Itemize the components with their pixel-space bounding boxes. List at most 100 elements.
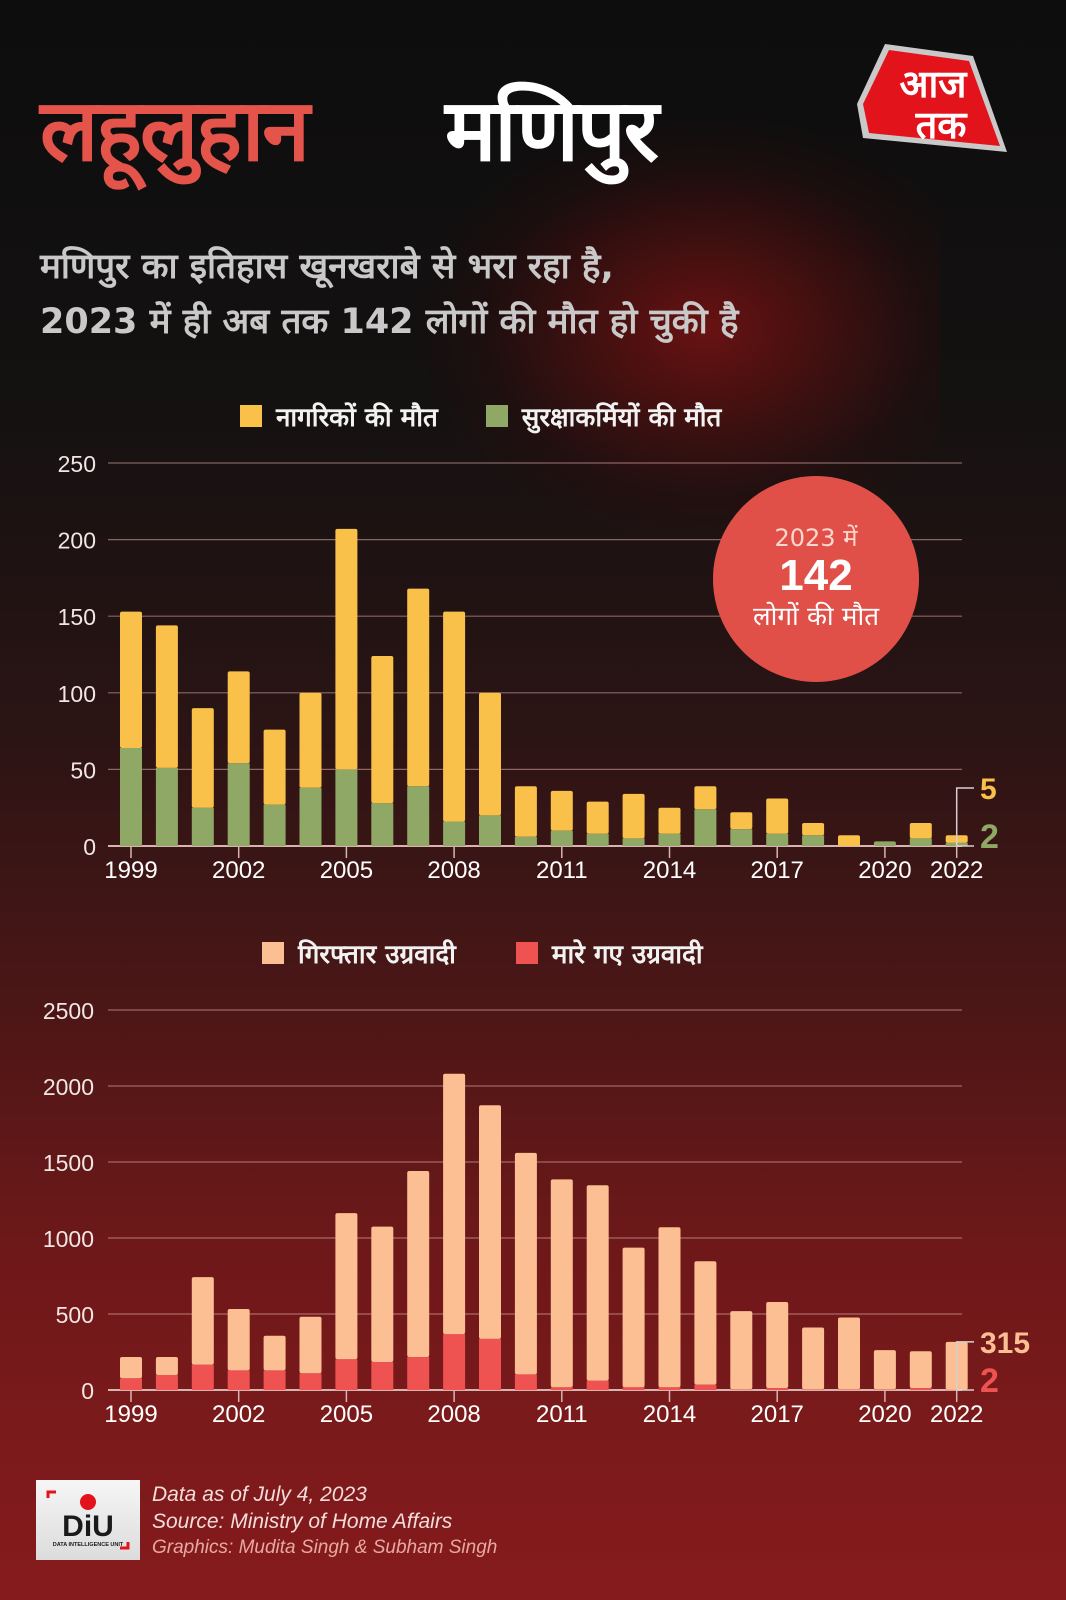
bar-2013-top [622,1247,645,1388]
bubble-text: लोगों की मौत [752,601,880,632]
y-tick-label: 150 [58,604,96,630]
bar-2007-bottom [407,1357,430,1390]
x-tick-label: 2020 [858,857,911,884]
bar-2021-bottom [909,838,932,846]
bar-2008-bottom [443,821,466,846]
bar-2009-bottom [479,815,501,846]
deaths-2023-bubble: 2023 में 142 लोगों की मौत [713,476,919,682]
chart-militants: 0 500 1000 1500 2000 2500 1999 2002 2005 2008 201… [43,998,1030,1428]
x-tick-label: 2022 [930,857,983,884]
aaj-tak-logo: आज तक [855,42,1015,164]
chart1-x-axis: 1999 2002 2005 2008 2011 2014 2017 2020 2022 [104,846,983,884]
bar-2007-bottom [407,786,430,846]
bar-2002-top [227,1308,250,1371]
bar-2014-bottom [658,1387,681,1390]
chart-deaths: 0 50 100 150 200 250 1999 2002 2005 2008 2011 2014… [58,451,999,884]
x-tick-label: 2005 [320,1401,373,1428]
y-tick-label: 2000 [43,1074,94,1100]
logo-line2: तक [915,105,969,147]
bar-2003-top [263,1335,286,1371]
graphics-credit: Graphics: Mudita Singh & Subham Singh [152,1536,498,1558]
legend-label-security: सुरक्षाकर्मियों की मौत [521,403,722,433]
y-tick-label: 2500 [43,998,94,1024]
bar-2001-top [191,708,214,808]
bar-2012-bottom [586,1380,609,1390]
bar-2018-top [802,1327,825,1390]
x-tick-label: 2014 [643,1401,696,1428]
bar-2014-bottom [658,833,681,846]
data-source: Source: Ministry of Home Affairs [152,1510,453,1534]
bar-2019-top [838,835,860,846]
bar-2018-bottom [802,835,825,846]
bar-2004-top [299,692,322,788]
bar-2013-bottom [622,838,645,846]
bar-2005-bottom [335,1359,358,1390]
x-tick-label: 2008 [427,857,480,884]
bar-1999-bottom [120,747,142,846]
blood-splash-decoration [420,120,940,540]
x-tick-label: 2005 [320,857,373,884]
bar-2021-top [909,823,932,839]
legend-swatch-civilian [240,405,262,427]
bar-2000-top [155,625,178,768]
diu-logo-text: DiU [62,1510,114,1543]
bar-2004-bottom [299,1373,322,1390]
x-tick-label: 1999 [104,857,157,884]
bar-2016-bottom [730,1389,753,1390]
bar-2008-top [443,611,466,822]
y-tick-label: 1000 [43,1226,94,1252]
bar-2015-top [694,1261,717,1385]
bar-2011-bottom [550,830,573,846]
logo-line1: आज [899,64,968,106]
bar-1999-top [120,611,142,748]
x-tick-label: 2017 [751,1401,804,1428]
annotation-top-value: 5 [980,773,997,806]
bar-2017-top [766,798,789,834]
x-tick-label: 2011 [536,1401,588,1428]
bar-2018-bottom [802,1389,825,1390]
data-date: Data as of July 4, 2023 [152,1483,367,1506]
x-tick-label: 2011 [536,857,588,884]
legend-swatch-killed [515,942,538,964]
bar-2003-top [263,729,286,805]
y-tick-label: 200 [58,528,96,554]
legend-label-civilian: नागरिकों की मौत [276,403,438,433]
x-tick-label: 2020 [858,1401,911,1428]
bubble-number: 142 [779,551,853,601]
y-tick-label: 500 [56,1302,94,1328]
bar-2005-top [335,1213,358,1360]
bar-2019-bottom [838,1389,860,1390]
chart1-y-axis: 0 50 100 150 200 250 [58,451,96,860]
bar-2012-top [586,1185,609,1381]
bar-2015-bottom [694,809,717,846]
bar-2001-bottom [191,1364,214,1390]
bar-2019-top [838,1317,860,1390]
bar-2020-bottom [873,841,896,846]
bar-2021-top [909,1351,932,1389]
bar-2005-top [335,528,358,770]
footer-credits: Data as of July 4, 2023 Source: Ministry… [152,1481,497,1560]
annotation-bottom-value: 2 [980,1362,999,1400]
bar-1999-top [120,1357,142,1379]
bar-2010-top [514,786,537,837]
bar-2013-bottom [622,1387,645,1390]
y-tick-label: 250 [58,451,96,477]
title-bloodied: लहूलुहान [40,81,310,181]
legend-swatch-arrested [262,942,284,964]
bar-2000-top [155,1357,178,1375]
subtitle-line2: 2023 में ही अब तक 142 लोगों की मौत हो चु… [40,302,739,342]
bar-2011-top [550,790,573,831]
chart2-x-axis: 1999 2002 2005 2008 2011 2014 2017 2020 2022 [104,1390,983,1428]
bar-2010-bottom [514,1374,537,1390]
bar-2009-top [479,1105,501,1339]
bar-2002-bottom [227,1370,250,1390]
annotation-leader-top [955,787,974,846]
bar-2000-bottom [155,767,178,846]
y-tick-label: 0 [83,834,96,860]
bar-2012-bottom [586,833,609,846]
bar-2009-bottom [479,1338,501,1390]
bar-2015-top [694,786,717,810]
bar-2010-bottom [514,836,537,846]
x-tick-label: 2002 [212,857,265,884]
bar-2003-bottom [263,804,286,846]
